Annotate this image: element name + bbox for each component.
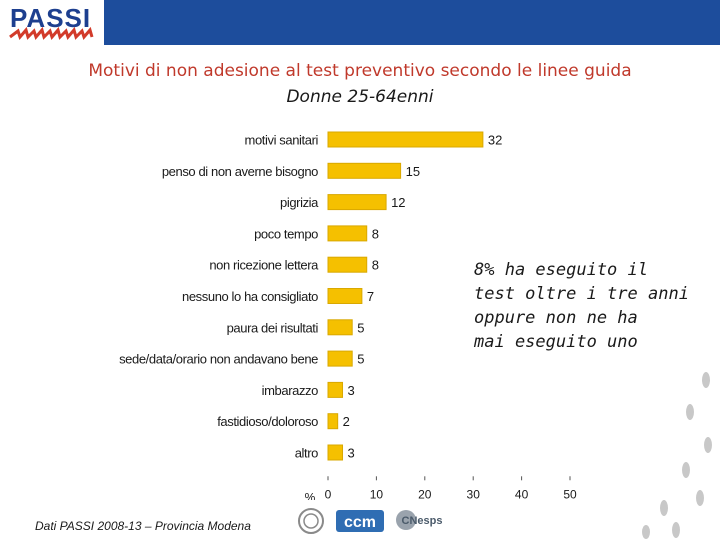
x-tick-label: 50	[563, 487, 577, 500]
footprints-decoration	[642, 372, 712, 539]
value-label: 12	[391, 195, 405, 210]
cnesps-logo: CNesps	[396, 510, 442, 530]
partner-logos: ccm CNesps	[298, 508, 442, 534]
note-line: oppure non ne ha	[474, 308, 638, 328]
seal-icon	[298, 508, 324, 534]
ccm-logo: ccm	[336, 510, 384, 532]
category-label: nessuno lo ha consigliato	[182, 289, 318, 304]
category-label: fastidioso/doloroso	[217, 414, 318, 429]
source-footer: Dati PASSI 2008-13 – Provincia Modena	[35, 519, 251, 533]
note-line: 8% ha eseguito il	[474, 260, 648, 280]
note-line: mai eseguito uno	[474, 332, 638, 352]
value-label: 5	[357, 320, 364, 335]
bar	[327, 162, 402, 179]
bar	[327, 256, 368, 273]
passi-logo: PASSI	[6, 3, 102, 43]
bar	[327, 413, 339, 430]
value-label: 8	[372, 226, 379, 241]
value-label: 7	[367, 289, 374, 304]
ccm-logo-text: ccm	[344, 514, 376, 531]
bar	[327, 131, 484, 148]
header-band	[104, 0, 720, 45]
category-label: pigrizia	[280, 195, 319, 210]
category-label: poco tempo	[254, 226, 318, 241]
value-label: 3	[348, 383, 355, 398]
bar	[327, 319, 353, 336]
bar	[327, 381, 344, 398]
category-label: paura dei risultati	[227, 320, 319, 335]
bar	[327, 288, 363, 304]
logo-figures-icon	[9, 26, 94, 40]
x-tick-label: 0	[325, 487, 332, 500]
logo-text: PASSI	[10, 3, 92, 33]
chart-title: Motivi di non adesione al test preventiv…	[88, 61, 632, 81]
note-line: test oltre i tre anni	[474, 284, 689, 304]
bar	[327, 225, 368, 242]
value-label: 32	[488, 133, 502, 148]
header-bar: PASSI	[0, 0, 720, 45]
category-label: motivi sanitari	[245, 133, 319, 148]
bar	[327, 350, 353, 367]
value-label: 15	[406, 164, 420, 179]
note-text: 8% ha eseguito il test oltre i tre anni …	[474, 258, 704, 354]
category-label: non ricezione lettera	[209, 258, 319, 273]
value-label: 5	[357, 352, 364, 367]
value-label: 8	[372, 258, 379, 273]
category-label: altro	[295, 446, 318, 461]
value-label: 3	[348, 446, 355, 461]
category-label: penso di non averne bisogno	[162, 164, 318, 179]
chart-subtitle: Donne 25-64enni	[286, 87, 434, 107]
value-label: 2	[343, 414, 350, 429]
cnesps-logo-text: CNesps	[402, 515, 443, 527]
bar	[327, 444, 344, 461]
x-tick-label: 10	[370, 487, 384, 500]
x-tick-label: 30	[467, 487, 481, 500]
x-axis-label: %	[305, 490, 316, 500]
bar	[327, 194, 387, 211]
category-label: sede/data/orario non andavano bene	[119, 352, 318, 367]
category-label: imbarazzo	[262, 383, 319, 398]
x-tick-label: 40	[515, 487, 529, 500]
x-tick-label: 20	[418, 487, 432, 500]
